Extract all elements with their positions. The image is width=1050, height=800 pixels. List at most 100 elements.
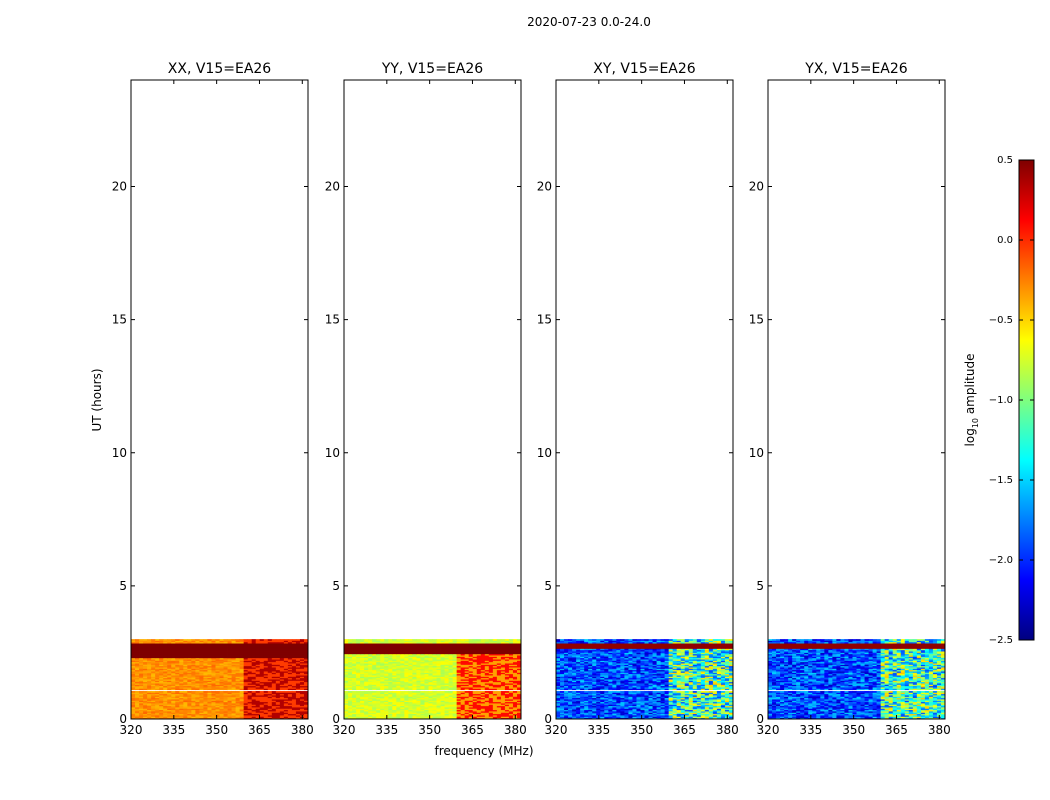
heatmap-cell bbox=[428, 664, 433, 667]
heatmap-cell bbox=[191, 684, 196, 687]
heatmap-cell bbox=[392, 680, 397, 683]
heatmap-cell bbox=[291, 696, 297, 699]
heatmap-cell bbox=[135, 683, 140, 685]
heatmap-cell bbox=[448, 655, 454, 657]
heatmap-cell bbox=[247, 664, 253, 667]
heatmap-cell bbox=[227, 685, 232, 688]
heatmap-cell bbox=[396, 693, 401, 696]
heatmap-cell bbox=[239, 712, 245, 715]
heatmap-cell bbox=[271, 695, 277, 697]
heatmap-cell bbox=[235, 691, 241, 693]
heatmap-cell bbox=[243, 645, 249, 648]
heatmap-cell bbox=[452, 693, 458, 696]
heatmap-cell bbox=[412, 708, 417, 711]
heatmap-cell bbox=[143, 663, 148, 665]
heatmap-cell bbox=[384, 671, 389, 673]
heatmap-cell bbox=[291, 668, 297, 671]
heatmap-cell bbox=[488, 684, 494, 687]
heatmap-cell bbox=[175, 665, 180, 668]
heatmap-cell bbox=[131, 695, 136, 697]
heatmap-cell bbox=[432, 681, 437, 684]
heatmap-cell bbox=[344, 699, 349, 701]
heatmap-cell bbox=[468, 668, 474, 671]
heatmap-cell bbox=[428, 691, 433, 693]
heatmap-cell bbox=[259, 655, 265, 657]
heatmap-cell bbox=[267, 685, 273, 688]
heatmap-cell bbox=[299, 643, 305, 645]
heatmap-cell bbox=[364, 713, 369, 716]
heatmap-cell bbox=[412, 681, 417, 684]
heatmap-cell bbox=[512, 693, 518, 696]
heatmap-cell bbox=[299, 688, 305, 691]
heatmap-cell bbox=[348, 711, 353, 713]
heatmap-cell bbox=[183, 651, 188, 653]
heatmap-cell bbox=[380, 693, 385, 696]
heatmap-cell bbox=[460, 700, 466, 703]
heatmap-cell bbox=[199, 643, 204, 645]
heatmap-cell bbox=[460, 661, 466, 664]
heatmap-cell bbox=[295, 643, 301, 645]
heatmap-cell bbox=[492, 653, 498, 656]
heatmap-cell bbox=[468, 679, 474, 681]
heatmap-cell bbox=[151, 716, 156, 719]
heatmap-cell bbox=[235, 651, 241, 653]
heatmap-cell bbox=[468, 684, 474, 687]
heatmap-cell bbox=[464, 656, 470, 659]
heatmap-cell bbox=[131, 651, 136, 653]
heatmap-cell bbox=[179, 659, 184, 661]
heatmap-cell bbox=[488, 704, 494, 707]
heatmap-cell bbox=[372, 672, 377, 675]
heatmap-cell bbox=[183, 647, 188, 649]
heatmap-cell bbox=[135, 707, 140, 709]
heatmap-cell bbox=[428, 661, 433, 664]
heatmap-cell bbox=[356, 691, 361, 693]
heatmap-cell bbox=[147, 640, 152, 643]
heatmap-cell bbox=[231, 695, 236, 697]
heatmap-cell bbox=[420, 687, 425, 689]
heatmap-cell bbox=[155, 692, 160, 695]
heatmap-cell bbox=[231, 648, 236, 651]
heatmap-cell bbox=[267, 680, 273, 683]
heatmap-cell bbox=[492, 703, 498, 705]
heatmap-cell bbox=[287, 701, 293, 704]
heatmap-cell bbox=[500, 656, 506, 659]
heatmap-cell bbox=[368, 656, 373, 659]
heatmap-cell bbox=[476, 699, 482, 701]
heatmap-cell bbox=[243, 687, 249, 689]
heatmap-cell bbox=[392, 664, 397, 667]
heatmap-cell bbox=[384, 667, 389, 669]
heatmap-cell bbox=[251, 695, 257, 697]
heatmap-cell bbox=[171, 639, 176, 641]
heatmap-cell bbox=[255, 680, 261, 683]
heatmap-cell bbox=[215, 692, 220, 695]
heatmap-cell bbox=[251, 656, 257, 659]
heatmap-cell bbox=[303, 697, 309, 700]
heatmap-cell bbox=[496, 652, 502, 655]
heatmap-cell bbox=[436, 675, 441, 677]
heatmap-cell bbox=[207, 645, 212, 648]
heatmap-cell bbox=[195, 699, 200, 701]
heatmap-cell bbox=[271, 676, 277, 679]
heatmap-cell bbox=[476, 647, 482, 649]
heatmap-cell bbox=[295, 691, 301, 693]
heatmap-cell bbox=[279, 677, 285, 680]
heatmap-cell bbox=[191, 691, 196, 693]
heatmap-cell bbox=[500, 675, 506, 677]
heatmap-cell bbox=[456, 709, 462, 712]
heatmap-cell bbox=[295, 700, 301, 703]
heatmap-cell bbox=[384, 685, 389, 688]
heatmap-cell bbox=[275, 683, 281, 685]
heatmap-cell bbox=[223, 647, 228, 649]
heatmap-cell bbox=[352, 683, 357, 685]
heatmap-cell bbox=[444, 668, 449, 671]
heatmap-cell bbox=[179, 703, 184, 705]
heatmap-cell bbox=[380, 696, 385, 699]
heatmap-cell bbox=[207, 680, 212, 683]
heatmap-cell bbox=[135, 647, 140, 649]
heatmap-cell bbox=[291, 681, 297, 684]
heatmap-cell bbox=[460, 695, 466, 697]
heatmap-cell bbox=[271, 679, 277, 681]
heatmap-cell bbox=[404, 687, 409, 689]
heatmap-cell bbox=[183, 684, 188, 687]
heatmap-cell bbox=[191, 709, 196, 712]
